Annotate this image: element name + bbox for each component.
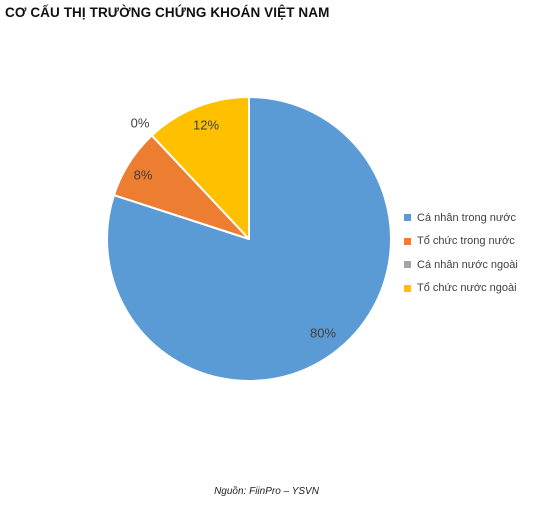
data-label: 0%	[131, 115, 150, 130]
legend-swatch	[404, 214, 411, 222]
legend-label: Tổ chức trong nước	[417, 235, 515, 248]
data-label: 80%	[310, 325, 336, 340]
data-label: 12%	[193, 117, 219, 132]
legend-item: Cá nhân trong nước	[404, 206, 518, 230]
legend-item: Tổ chức nước ngoài	[404, 277, 518, 301]
legend-swatch	[404, 261, 411, 269]
legend-label: Tổ chức nước ngoài	[417, 282, 517, 295]
chart-legend: Cá nhân trong nước Tổ chức trong nước Cá n…	[404, 206, 518, 300]
legend-label: Cá nhân trong nước	[417, 211, 516, 224]
source-note: Nguồn: FiinPro – YSVN	[214, 486, 319, 497]
chart-title: CƠ CẤU THỊ TRƯỜNG CHỨNG KHOÁN VIỆT NAM	[5, 5, 330, 20]
legend-label: Cá nhân nước ngoài	[417, 258, 518, 271]
legend-swatch	[404, 237, 411, 245]
pie-chart: 80% 8% 0% 12%	[106, 96, 392, 382]
pie-slice	[150, 96, 250, 240]
legend-item: Cá nhân nước ngoài	[404, 253, 518, 277]
legend-item: Tổ chức trong nước	[404, 230, 518, 254]
data-label: 8%	[134, 167, 153, 182]
legend-swatch	[404, 284, 411, 292]
